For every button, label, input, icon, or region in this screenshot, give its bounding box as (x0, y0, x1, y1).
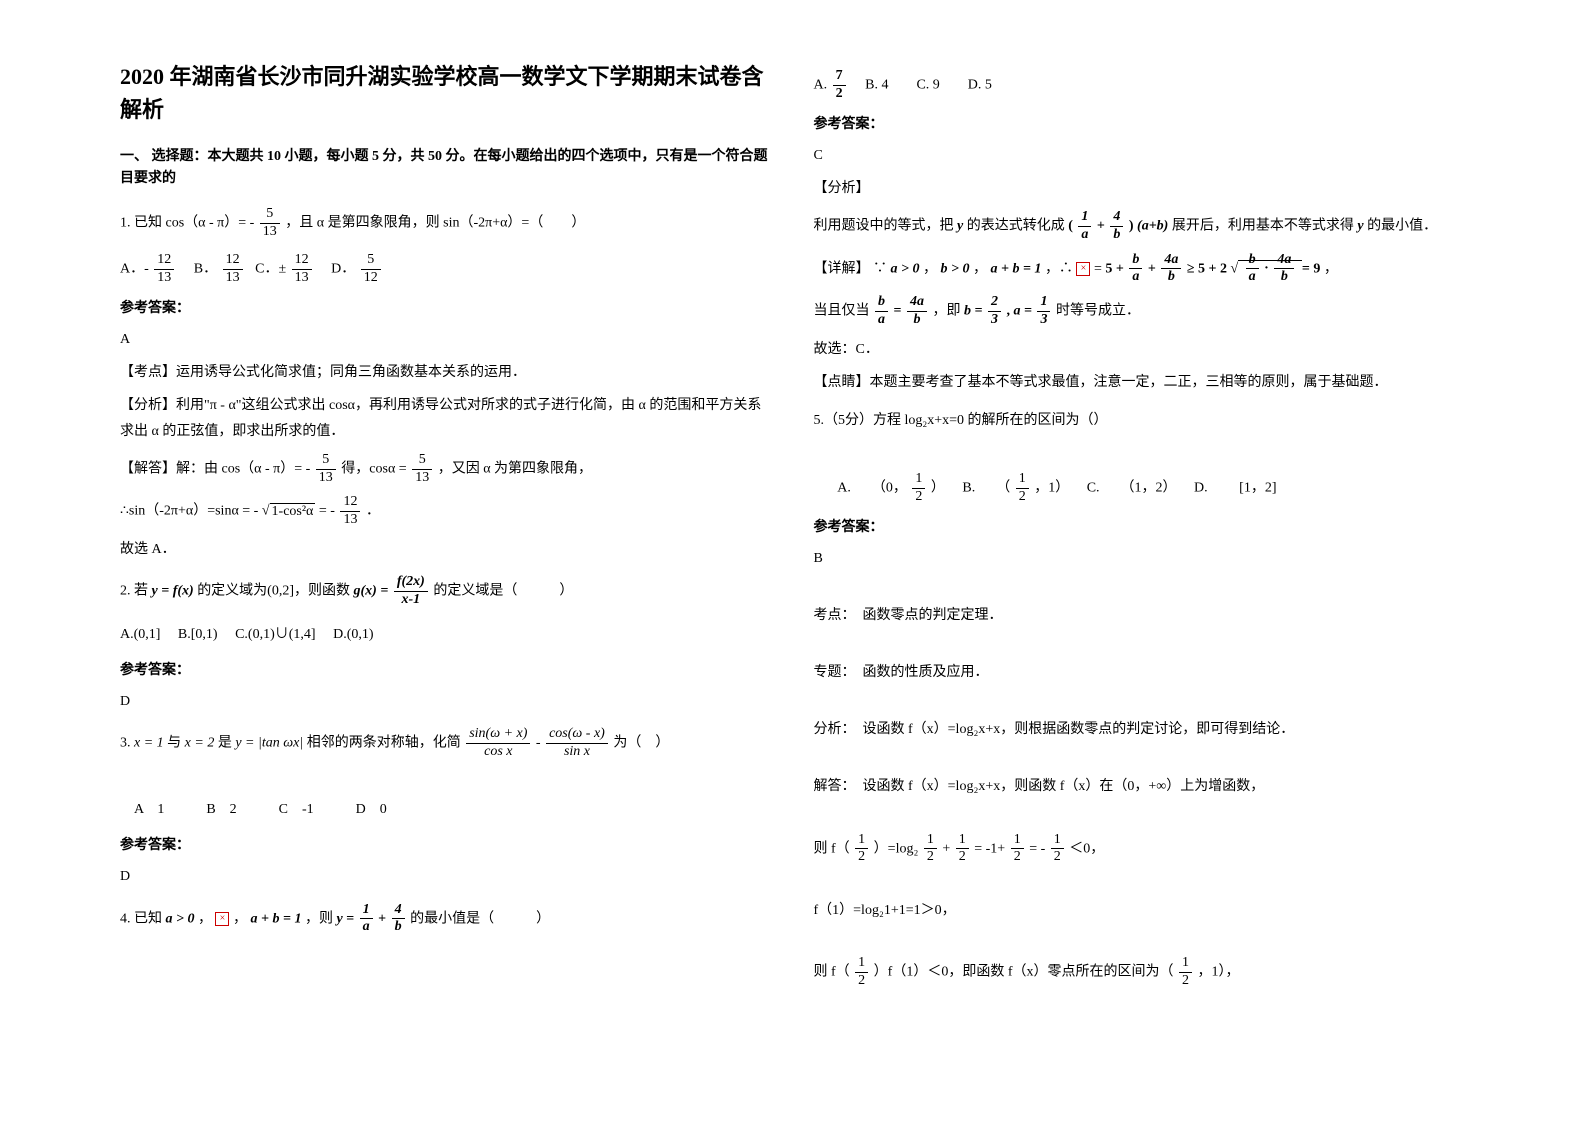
left-column: 2020 年湖南省长沙市同升湖实验学校高一数学文下学期期末试卷含解析 一、 选择… (100, 60, 794, 1062)
q1-answer: A (120, 327, 774, 352)
q5-kaodian: 考点： 函数零点的判定定理． (814, 603, 1468, 628)
q1-text-post: ，且 α 是第四象限角，则 sin（-2π+α）=（ ） (285, 215, 585, 230)
q4-xiangjie: 【详解】 ∵ a > 0 ， b > 0 ， a + b = 1 ，∴ × = … (814, 252, 1468, 287)
right-column: A. 72 B. 4 C. 9 D. 5 参考答案： C 【分析】 利用题设中的… (794, 60, 1488, 1062)
q4-fenxi-label: 【分析】 (814, 176, 1468, 201)
q1-options: A．- 1213 B． 1213 C．± 1213 D． 512 (120, 252, 774, 287)
q4-answer: C (814, 143, 1468, 168)
q3-answer-label: 参考答案： (120, 834, 774, 854)
question-1: 1. 已知 cos（α - π）= - 5 13 ，且 α 是第四象限角，则 s… (120, 206, 774, 241)
q1-conclusion: 故选 A． (120, 537, 774, 562)
section-header: 一、 选择题：本大题共 10 小题，每小题 5 分，共 50 分。在每小题给出的… (120, 146, 774, 191)
q4-dianjing: 【点睛】本题主要考查了基本不等式求最值，注意一定，二正，三相等的原则，属于基础题… (814, 370, 1468, 395)
q4-dang: 当且仅当 ba = 4ab ，即 b = 23 , a = 13 时等号成立． (814, 294, 1468, 329)
q2-answer-label: 参考答案： (120, 659, 774, 679)
q4-options: A. 72 B. 4 C. 9 D. 5 (814, 68, 1468, 103)
q1-jieda: 【解答】解：由 cos（α - π）= - 513 得，cosα = 513 ，… (120, 452, 774, 487)
q5-jieda3: f（1）=log₂1+1=1＞0， (814, 898, 1468, 923)
question-5: 5.（5分）方程 log₂x+x=0 的解所在的区间为（） (814, 407, 1468, 435)
q5-jieda2: 则 f（ 12 ）=log₂ 12 + 12 = -1+ 12 = - 12 ＜… (814, 832, 1468, 867)
q4-answer-label: 参考答案： (814, 113, 1468, 133)
q2-answer: D (120, 689, 774, 714)
q5-fenxi: 分析： 设函数 f（x）=log₂x+x，则根据函数零点的判定讨论，即可得到结论… (814, 717, 1468, 742)
q2-options: A.(0,1] B.[0,1) C.(0,1)∪(1,4] D.(0,1) (120, 621, 774, 649)
error-icon: × (215, 912, 229, 926)
q1-answer-label: 参考答案： (120, 297, 774, 317)
question-2: 2. 若 y = f(x) 的定义域为(0,2]，则函数 g(x) = f(2x… (120, 574, 774, 609)
q5-jieda4: 则 f（ 12 ）f（1）＜0，即函数 f（x）零点所在的区间为（ 12 ，1）… (814, 955, 1468, 990)
q5-options: A. （0， 12 ） B. （ 12 ，1） C. （1，2） D. [1，2… (814, 471, 1468, 506)
q5-answer-label: 参考答案： (814, 516, 1468, 536)
q1-text-pre: 1. 已知 cos（α - π）= - (120, 215, 254, 230)
question-4: 4. 已知 a > 0 ， × ， a + b = 1 ，则 y = 1a + … (120, 902, 774, 937)
question-3: 3. x = 1 与 x = 2 是 y = |tan ωx| 相邻的两条对称轴… (120, 726, 774, 761)
q1-fenxi: 【分析】利用"π - α"这组公式求出 cosα，再利用诱导公式对所求的式子进行… (120, 393, 774, 443)
q1-jieda2: ∴sin（-2π+α）=sinα = - √1-cos²α = - 1213 ． (120, 494, 774, 529)
document-title: 2020 年湖南省长沙市同升湖实验学校高一数学文下学期期末试卷含解析 (120, 60, 774, 126)
q5-answer: B (814, 546, 1468, 571)
error-icon: × (1076, 262, 1090, 276)
q1-frac: 5 13 (260, 206, 280, 241)
q1-kaodian: 【考点】运用诱导公式化简求值；同角三角函数基本关系的运用． (120, 360, 774, 385)
q4-fenxi: 利用题设中的等式，把 y 的表达式转化成 ( 1a + 4b ) (a+b) 展… (814, 209, 1468, 244)
q3-options: A 1 B 2 C -1 D 0 (120, 796, 774, 824)
q5-zhuanti: 专题： 函数的性质及应用． (814, 660, 1468, 685)
q4-conclusion: 故选：C． (814, 337, 1468, 362)
q3-answer: D (120, 864, 774, 889)
q5-jieda: 解答： 设函数 f（x）=log₂x+x，则函数 f（x）在（0，+∞）上为增函… (814, 774, 1468, 799)
